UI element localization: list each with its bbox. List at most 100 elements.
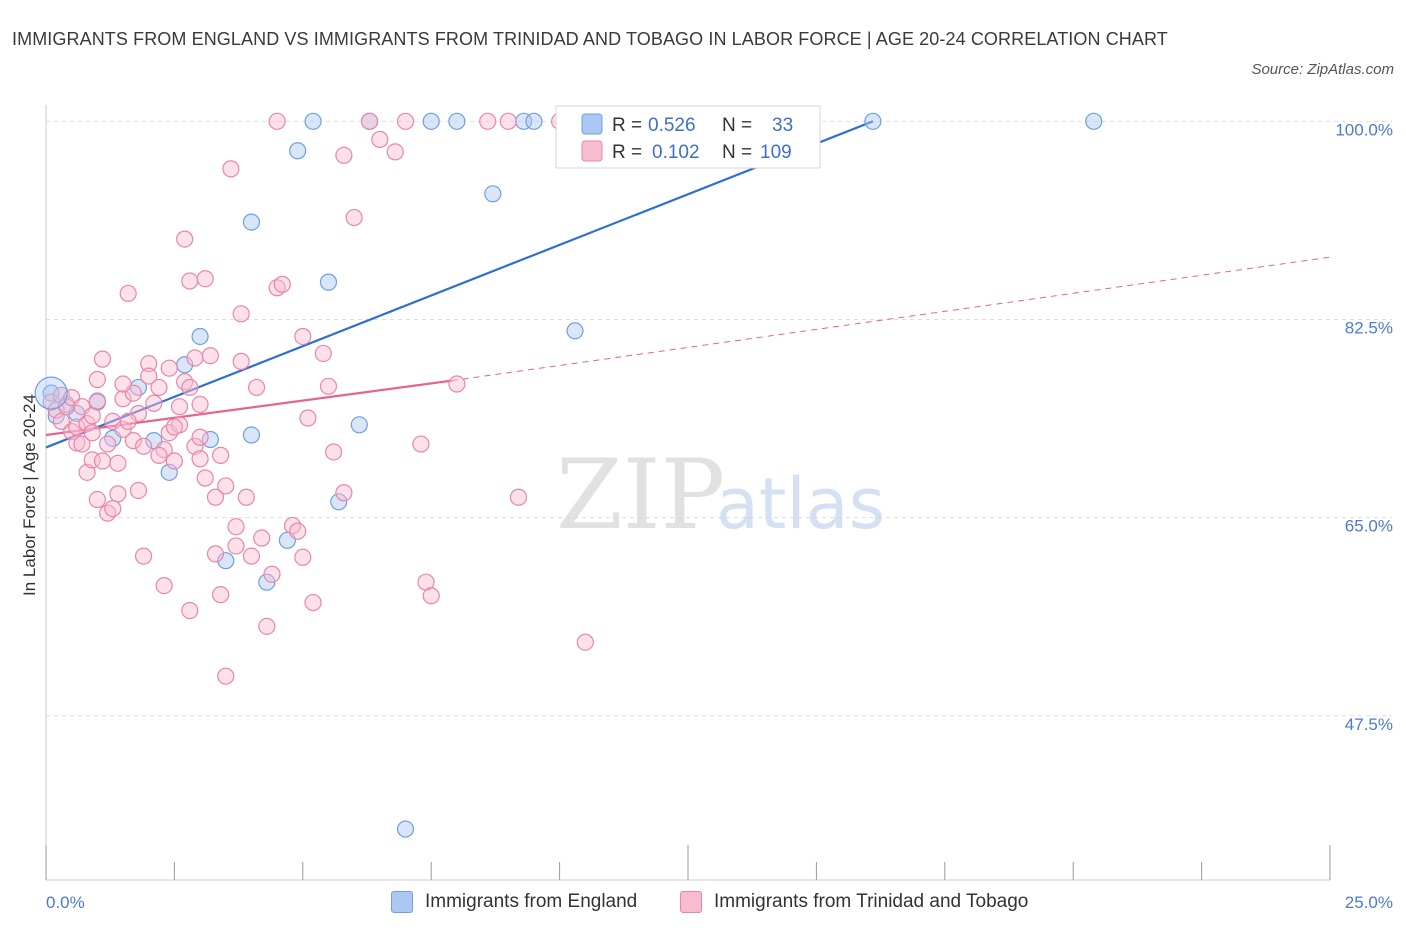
point-tt: [109, 485, 127, 503]
point-tt: [576, 633, 594, 651]
point-tt: [93, 452, 112, 470]
point-england-cluster: [34, 376, 68, 410]
point-tt: [268, 112, 286, 130]
point-tt: [83, 424, 101, 442]
legend-item-england[interactable]: Immigrants from England: [391, 888, 637, 916]
point-tt: [345, 208, 363, 227]
point-tt: [227, 537, 245, 555]
point-tt: [145, 394, 163, 412]
legend-label-england: Immigrants from England: [425, 891, 638, 912]
point-tt: [150, 378, 168, 397]
stats-legend: R = 0.526 N = 33 R = 0.102 N = 109: [555, 105, 821, 169]
point-tt: [165, 418, 183, 436]
point-tt: [412, 435, 430, 453]
point-tt: [114, 390, 132, 408]
point-tt: [206, 545, 225, 563]
point-england: [191, 327, 209, 346]
axes: [45, 105, 1331, 881]
legend-england-r-label: R =: [612, 115, 642, 136]
legend-tt-n-label: N =: [722, 142, 752, 163]
legend-item-tt[interactable]: Immigrants from Trinidad and Tobago: [680, 888, 1028, 916]
legend-swatch-england: [581, 113, 603, 135]
point-england: [350, 416, 368, 434]
point-tt: [201, 347, 219, 365]
legend-england-n-value: 33: [772, 115, 793, 136]
point-tt: [217, 667, 235, 685]
legend-tt-r-value: 0.102: [652, 142, 700, 163]
point-tt: [335, 146, 353, 164]
x-tick-max: 25.0%: [1345, 893, 1393, 912]
point-tt: [258, 617, 276, 635]
point-tt: [314, 344, 332, 363]
point-england: [242, 426, 261, 444]
y-axis-label: In Labor Force | Age 20-24: [20, 394, 39, 596]
point-england: [864, 112, 882, 130]
point-england: [242, 213, 261, 231]
point-tt: [217, 477, 235, 495]
point-tt: [191, 450, 209, 468]
watermark-zip: ZIP: [556, 439, 725, 551]
point-tt: [155, 576, 173, 595]
point-england: [217, 552, 235, 570]
point-tt: [176, 230, 194, 248]
point-tt: [206, 488, 225, 506]
point-tt: [289, 522, 307, 540]
legend-england-r-value: 0.526: [648, 115, 696, 136]
point-tt: [119, 412, 137, 430]
point-tt: [191, 428, 209, 446]
point-england: [525, 112, 543, 130]
point-tt: [242, 547, 261, 565]
point-tt: [150, 446, 168, 464]
point-tt: [371, 130, 389, 149]
legend-swatch-tt: [581, 140, 603, 162]
point-england: [42, 384, 60, 402]
point-england: [319, 273, 338, 291]
point-tt: [99, 435, 117, 453]
legend-tt-n-value: 109: [760, 142, 792, 163]
point-england: [484, 185, 502, 203]
legend-label-tt: Immigrants from Trinidad and Tobago: [714, 891, 1029, 912]
legend-tt-r-label: R =: [612, 142, 642, 163]
y-tick-label: 82.5%: [1345, 318, 1393, 337]
point-tt: [247, 378, 266, 397]
point-tt: [83, 407, 101, 425]
point-tt: [140, 355, 158, 373]
point-england: [201, 430, 219, 449]
point-tt: [99, 504, 117, 522]
point-england: [566, 322, 584, 340]
point-tt: [88, 370, 106, 389]
point-tt: [304, 593, 322, 612]
chart-title: IMMIGRANTS FROM ENGLAND VS IMMIGRANTS FR…: [12, 29, 1168, 49]
trend-line-england: [45, 120, 874, 449]
point-tt: [222, 160, 240, 178]
point-tt: [499, 112, 517, 130]
trend-line-tt-extension: [451, 256, 1331, 382]
point-england: [330, 493, 348, 511]
point-tt: [386, 143, 404, 161]
point-tt: [181, 601, 199, 620]
legend-swatch-tt-bottom: [680, 891, 702, 913]
point-tt: [294, 327, 312, 346]
point-tt: [88, 392, 106, 410]
point-tt: [196, 469, 214, 487]
point-tt: [109, 454, 127, 472]
x-tick-min: 0.0%: [46, 893, 85, 912]
point-tt: [134, 547, 153, 565]
point-tt: [396, 112, 415, 130]
grid-lines: [46, 120, 1392, 717]
point-tt: [232, 352, 250, 370]
point-tt: [186, 349, 204, 367]
point-tt: [335, 484, 353, 502]
point-tt: [294, 548, 312, 566]
point-tt: [73, 435, 91, 453]
point-tt: [104, 499, 122, 518]
point-tt: [422, 587, 440, 605]
point-tt: [196, 270, 214, 288]
watermark-atlas: atlas: [716, 463, 885, 545]
point-tt: [124, 432, 142, 450]
y-tick-label: 65.0%: [1345, 517, 1393, 536]
point-tt: [181, 378, 199, 397]
point-tt: [509, 488, 528, 506]
point-england: [289, 142, 307, 160]
